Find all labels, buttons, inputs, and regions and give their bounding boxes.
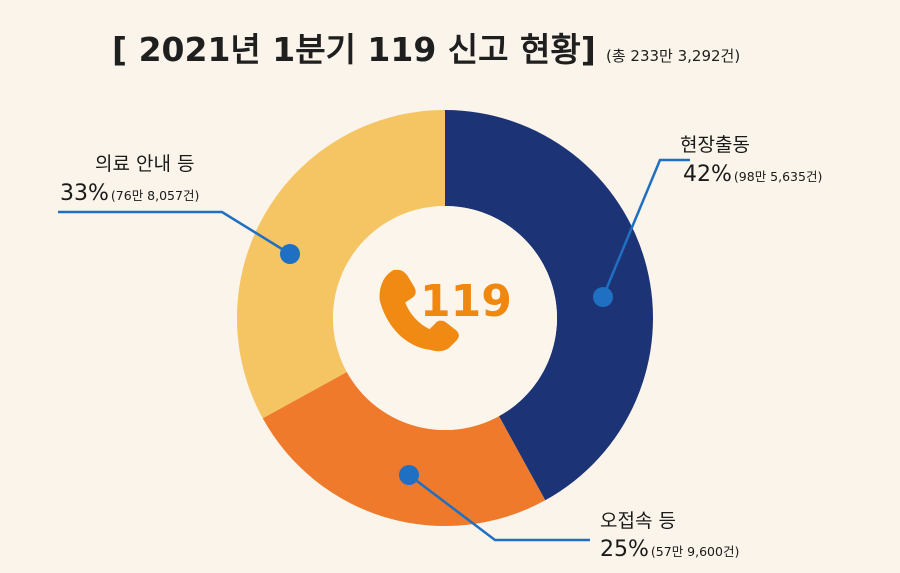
slice-count-현장출동: (98만 5,635건) <box>734 169 822 184</box>
slice-label-오접속등: 25% (57만 9,600건) <box>600 537 739 562</box>
slice-count-오접속등: (57만 9,600건) <box>651 544 739 559</box>
donut-hole <box>333 206 557 430</box>
slice-label-의료안내등: 33% (76만 8,057건) <box>60 181 199 206</box>
slice-percent-오접속등: 25% <box>600 537 649 562</box>
slice-name-현장출동: 현장출동 <box>680 134 750 156</box>
slice-count-의료안내등: (76만 8,057건) <box>111 188 199 203</box>
phone-icon <box>379 269 459 352</box>
center-label: 119 <box>420 276 512 327</box>
slice-label-현장출동: 42% (98만 5,635건) <box>683 162 822 187</box>
leader-line-현장출동 <box>601 158 690 298</box>
donut-slices <box>236 109 654 526</box>
leader-line-의료안내등 <box>58 210 291 256</box>
slice-오접속등 <box>262 371 546 526</box>
slice-의료안내등 <box>236 109 445 419</box>
slice-현장출동 <box>445 110 654 501</box>
leader-dot-의료안내등 <box>280 244 300 264</box>
chart-title: [ 2021년 1분기 119 신고 현황] <box>112 30 596 69</box>
leader-dot-오접속등 <box>399 465 419 485</box>
chart-subtitle: (총 233만 3,292건) <box>606 47 740 65</box>
slice-name-오접속등: 오접속 등 <box>600 510 676 532</box>
slice-percent-의료안내등: 33% <box>60 181 109 206</box>
leader-dot-현장출동 <box>593 287 613 307</box>
slice-percent-현장출동: 42% <box>683 162 732 187</box>
slice-name-의료안내등: 의료 안내 등 <box>95 153 194 175</box>
leader-line-오접속등 <box>408 474 590 542</box>
